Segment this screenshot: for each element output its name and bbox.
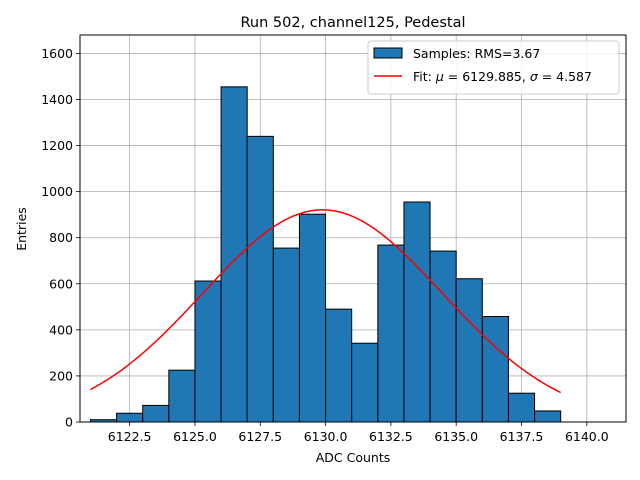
x-tick-label: 6135.0	[434, 429, 478, 444]
histogram-bar	[429, 250, 457, 423]
histogram-bar	[272, 247, 300, 423]
histogram-bar	[142, 404, 170, 423]
chart-title: Run 502, channel125, Pedestal	[240, 15, 465, 31]
x-tick-label: 6130.0	[304, 429, 348, 444]
legend-box	[367, 40, 620, 95]
fit-curve-layer	[90, 209, 562, 394]
legend-histogram-label: Samples: RMS=3.67	[413, 46, 540, 61]
histogram-bar	[534, 410, 562, 423]
legend: Samples: RMS=3.67 Fit: μ = 6129.885, σ =…	[367, 40, 620, 95]
y-tick-label: 800	[49, 230, 73, 245]
gaussian-fit-curve	[90, 209, 562, 394]
y-axis-label: Entries	[14, 207, 29, 251]
histogram-bar	[507, 392, 536, 423]
y-tick-label: 1000	[41, 184, 73, 199]
x-tick-label: 6122.5	[108, 429, 152, 444]
histogram-bar	[351, 342, 379, 423]
histogram-bar	[403, 201, 431, 423]
plot-frame	[79, 34, 627, 423]
histogram-bar	[325, 308, 353, 423]
y-axis-ticks: 0 200 400 600 800 1000 1200 1400 1600	[41, 46, 80, 430]
y-tick-label: 0	[65, 415, 73, 430]
grid	[80, 35, 626, 423]
histogram-bar	[377, 244, 405, 423]
x-tick-label: 6137.5	[500, 429, 544, 444]
histogram-bar	[298, 213, 327, 423]
histogram-bar	[168, 369, 196, 423]
y-tick-label: 600	[49, 276, 73, 291]
y-tick-label: 200	[49, 368, 73, 383]
histogram-bar	[455, 278, 483, 423]
legend-fit-label: Fit: μ = 6129.885, σ = 4.587	[413, 69, 592, 84]
y-tick-label: 1200	[41, 138, 73, 153]
x-tick-label: 6125.0	[173, 429, 217, 444]
histogram-bar	[246, 135, 274, 423]
y-tick-label: 1400	[41, 92, 73, 107]
x-axis-label: ADC Counts	[316, 450, 391, 465]
histogram-bars	[89, 86, 562, 423]
x-tick-label: 6140.0	[565, 429, 609, 444]
y-tick-label: 1600	[41, 46, 73, 61]
x-tick-label: 6132.5	[369, 429, 413, 444]
x-axis-ticks: 6122.5 6125.0 6127.5 6130.0 6132.5 6135.0 6137…	[108, 422, 609, 444]
histogram-bar	[220, 86, 248, 423]
histogram-bar	[481, 315, 509, 423]
y-tick-label: 400	[49, 322, 73, 337]
histogram-bar	[116, 412, 144, 423]
legend-histogram-swatch	[373, 47, 403, 59]
x-tick-label: 6127.5	[238, 429, 282, 444]
histogram-bar	[194, 280, 222, 423]
